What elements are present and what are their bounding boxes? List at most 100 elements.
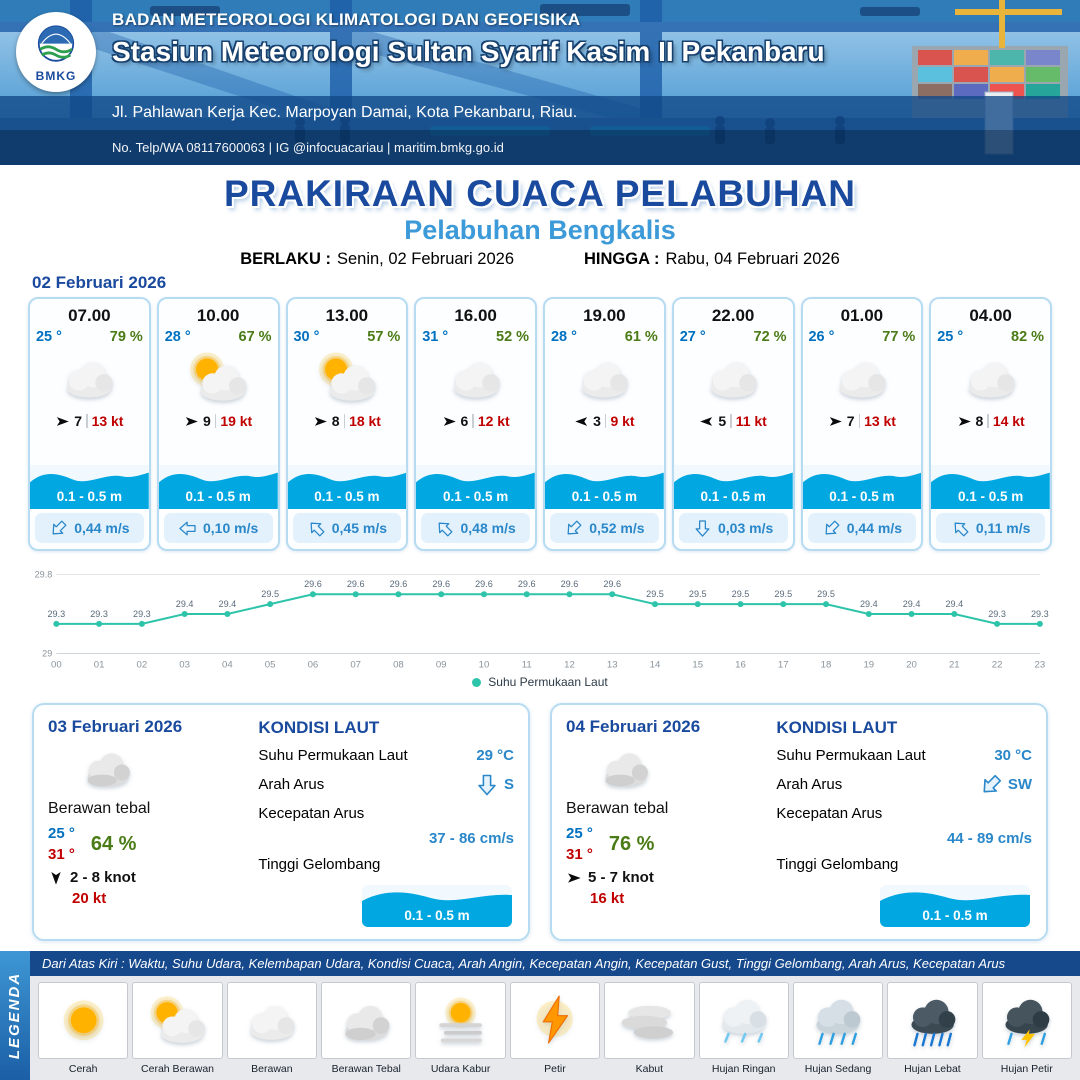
wind-speed: 9 (203, 413, 211, 429)
current-direction-icon (979, 773, 1003, 797)
svg-text:29.6: 29.6 (561, 579, 579, 589)
legend-label: Kabut (635, 1063, 664, 1075)
legend-icon (509, 982, 601, 1059)
forecast-time: 04.00 (969, 306, 1012, 325)
svg-text:03: 03 (179, 660, 190, 671)
wave-height: 0.1 - 0.5 m (404, 908, 470, 923)
humidity: 79 % (109, 329, 143, 345)
agency-name: BADAN METEOROLOGI KLIMATOLOGI DAN GEOFIS… (112, 10, 581, 29)
legend-label: Udara Kabur (430, 1063, 491, 1075)
gust-speed: 18 kt (349, 413, 381, 429)
wave-band: 0.1 - 0.5 m (673, 465, 793, 509)
gust-speed: 9 kt (610, 413, 635, 429)
svg-text:29: 29 (42, 648, 52, 658)
air-temperature: 25 ° (35, 329, 62, 345)
weather-icon (819, 349, 905, 407)
svg-text:29.3: 29.3 (988, 609, 1006, 619)
current-direction-icon (822, 519, 841, 538)
current-speed: 0,03 m/s (717, 520, 774, 536)
wave-icon (158, 465, 278, 509)
divider (343, 414, 346, 428)
svg-text:06: 06 (308, 660, 319, 671)
legend-icon (38, 982, 129, 1059)
wind-speed: 8 (331, 413, 340, 429)
svg-text:00: 00 (51, 660, 62, 671)
svg-text:29.8: 29.8 (35, 570, 53, 580)
daily-date: 04 Februari 2026 (566, 717, 701, 736)
wind-row: 2 - 8 knot (48, 869, 248, 886)
svg-text:01: 01 (94, 660, 105, 671)
air-temperature: 25 ° (937, 329, 964, 345)
current-row: 0,48 m/s (421, 513, 530, 543)
current-speed: 0,44 m/s (846, 520, 902, 536)
svg-text:05: 05 (265, 660, 276, 671)
current-dir-label: Arah Arus (776, 776, 843, 793)
hourly-date: 02 Februari 2026 (32, 273, 167, 292)
valid-from: BERLAKU : Senin, 02 Februari 2026 (240, 247, 514, 271)
legend-note: Dari Atas Kiri : Waktu, Suhu Udara, Kele… (30, 951, 1080, 976)
wind-direction-icon (699, 414, 714, 429)
hourly-forecast-card: 10.00 28 ° 67 % 9 19 kt 0.1 - 0.5 m 0,10… (156, 297, 280, 551)
humidity: 76 % (608, 832, 655, 855)
forecast-time: 10.00 (196, 306, 240, 325)
legend-label: Hujan Petir (1000, 1063, 1053, 1075)
forecast-time: 13.00 (325, 306, 369, 325)
current-speed: 0,44 m/s (74, 520, 130, 536)
humidity: 52 % (496, 329, 530, 345)
svg-text:12: 12 (564, 660, 575, 671)
temp-min: 25 ° (566, 825, 593, 842)
current-direction-icon (475, 773, 499, 797)
svg-text:21: 21 (949, 660, 960, 671)
air-temperature: 30 ° (293, 329, 320, 345)
wave-icon (880, 885, 1030, 927)
legend-label: Hujan Lebat (904, 1063, 961, 1075)
svg-text:08: 08 (393, 660, 404, 671)
svg-text:02: 02 (137, 660, 148, 671)
current-speed: 0,52 m/s (589, 520, 645, 536)
air-temperature: 28 ° (164, 329, 191, 345)
station-name: Stasiun Meteorologi Sultan Syarif Kasim … (112, 36, 825, 67)
legend-title-strip: LEGENDA (0, 951, 30, 1080)
svg-text:29.5: 29.5 (646, 589, 664, 599)
legend-label: Petir (544, 1063, 566, 1075)
svg-text:20: 20 (906, 660, 917, 671)
svg-text:29.4: 29.4 (176, 599, 194, 609)
current-speed: 37 - 86 cm/s (428, 830, 514, 847)
daily-date: 03 Februari 2026 (48, 717, 183, 736)
hourly-forecast-card: 04.00 25 ° 82 % 8 14 kt 0.1 - 0.5 m 0,11… (929, 297, 1052, 551)
wind-direction-icon (184, 414, 199, 429)
wave-icon (673, 465, 793, 509)
humidity: 61 % (624, 329, 658, 345)
svg-text:19: 19 (863, 660, 874, 671)
legend-title: LEGENDA (6, 971, 24, 1060)
legend-item: Petir (509, 982, 601, 1076)
wave-band: 0.1 - 0.5 m (158, 465, 278, 509)
sst-label: Suhu Permukaan Laut (258, 747, 408, 764)
current-direction: SW (1007, 776, 1032, 793)
gust-speed: 14 kt (992, 413, 1025, 429)
wind-speed: 6 (460, 413, 469, 429)
wave-height: 0.1 - 0.5 m (571, 489, 638, 504)
hourly-cards-row: 07.00 25 ° 79 % 7 13 kt 0.1 - 0.5 m 0,44… (28, 297, 1052, 551)
legend-icon (604, 982, 695, 1059)
svg-text:11: 11 (522, 660, 532, 671)
weather-icon (66, 741, 150, 795)
svg-text:29.4: 29.4 (945, 599, 963, 609)
current-direction-icon (178, 519, 197, 538)
svg-text:29.5: 29.5 (261, 589, 279, 599)
legend-item: Hujan Ringan (698, 982, 789, 1076)
legend-icon (981, 982, 1072, 1059)
gust-speed: 12 kt (477, 413, 510, 429)
wave-height: 0.1 - 0.5 m (700, 489, 766, 504)
weather-icon (304, 349, 390, 407)
station-address: Jl. Pahlawan Kerja Kec. Marpoyan Damai, … (112, 104, 578, 121)
wave-band: 0.1 - 0.5 m (880, 885, 1030, 927)
legend-item: Cerah (38, 982, 129, 1076)
bmkg-logo: BMKG (16, 12, 96, 92)
svg-text:16: 16 (735, 660, 746, 671)
wind-direction-icon (442, 414, 457, 429)
current-direction-icon (693, 519, 712, 538)
weather-icon (690, 349, 776, 407)
wave-label: Tinggi Gelombang (258, 856, 381, 873)
valid-from-label: BERLAKU : (240, 250, 331, 268)
